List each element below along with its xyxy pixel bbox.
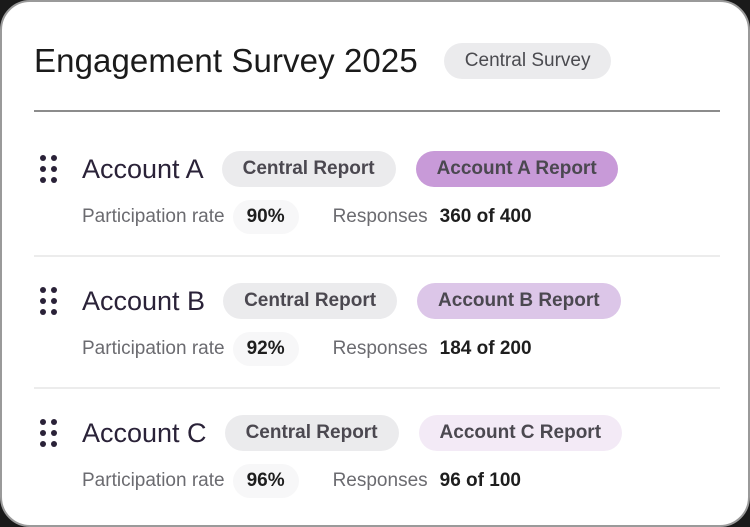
responses-value: 360 of 400 [439, 206, 532, 227]
header-divider [34, 110, 720, 112]
central-report-button[interactable]: Central Report [224, 415, 399, 451]
participation-rate-label: Participation rate [82, 470, 225, 491]
participation-rate-value: 92% [232, 332, 299, 366]
participation-rate-value: 90% [232, 200, 299, 234]
account-metrics: Participation rate 96% Responses 96 of 1… [82, 464, 521, 498]
central-report-button[interactable]: Central Report [221, 151, 396, 187]
drag-handle-icon[interactable] [40, 155, 60, 183]
responses-label: Responses [332, 338, 428, 359]
card-header: Engagement Survey 2025 Central Survey [34, 38, 718, 84]
account-report-button[interactable]: Account C Report [418, 415, 623, 451]
central-survey-badge[interactable]: Central Survey [443, 43, 612, 79]
participation-rate-label: Participation rate [82, 338, 225, 359]
account-report-button[interactable]: Account A Report [415, 151, 618, 187]
responses-value: 96 of 100 [439, 470, 521, 491]
account-metrics: Participation rate 92% Responses 184 of … [82, 332, 532, 366]
account-name: Account C [82, 417, 207, 448]
participation-rate-value: 96% [232, 464, 299, 498]
central-report-button[interactable]: Central Report [223, 283, 398, 319]
responses-label: Responses [332, 206, 428, 227]
responses-value: 184 of 200 [439, 338, 532, 359]
account-report-button[interactable]: Account B Report [417, 283, 621, 319]
drag-handle-icon[interactable] [40, 419, 60, 447]
row-divider [34, 255, 720, 257]
account-metrics: Participation rate 90% Responses 360 of … [82, 200, 532, 234]
account-name: Account B [82, 285, 206, 316]
participation-rate-label: Participation rate [82, 206, 225, 227]
responses-label: Responses [332, 470, 428, 491]
account-row: Account A Central Report Account A Repor… [38, 150, 720, 258]
page-title: Engagement Survey 2025 [34, 42, 418, 79]
account-name: Account A [82, 153, 204, 184]
account-row: Account C Central Report Account C Repor… [38, 414, 720, 522]
drag-handle-icon[interactable] [40, 287, 60, 315]
account-row: Account B Central Report Account B Repor… [38, 282, 720, 390]
row-divider [34, 387, 720, 389]
